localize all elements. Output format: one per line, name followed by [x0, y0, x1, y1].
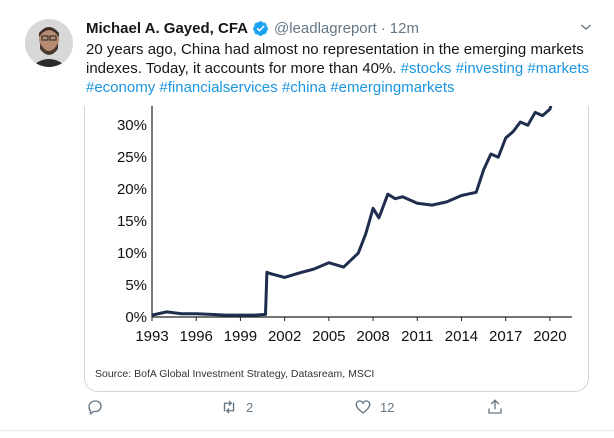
- retweet-count: 2: [246, 399, 254, 415]
- hashtag-markets[interactable]: #markets: [527, 60, 590, 77]
- x-tick-label: 1996: [180, 328, 213, 345]
- x-axis: 1993 1996 1999 2002 2005 2008 2011 2014 2017 2020: [135, 317, 567, 345]
- y-tick-label: 5%: [125, 277, 147, 294]
- y-tick-label: 15%: [117, 213, 147, 230]
- like-count: 12: [380, 399, 395, 415]
- y-tick-label: 0%: [125, 309, 147, 326]
- hashtag-china[interactable]: #china: [281, 79, 327, 96]
- chevron-down-icon[interactable]: [578, 19, 594, 35]
- share-icon: [488, 399, 502, 414]
- x-tick-label: 2002: [268, 328, 301, 345]
- hashtag-economy[interactable]: #economy: [86, 79, 156, 96]
- y-tick-label: 10%: [117, 245, 147, 262]
- x-tick-label: 2011: [401, 328, 433, 345]
- y-tick-label: 20%: [117, 181, 147, 198]
- hashtag-investing[interactable]: #investing: [455, 60, 524, 77]
- hashtag-stocks[interactable]: #stocks: [400, 60, 452, 77]
- avatar-image: [25, 19, 73, 67]
- retweet-button[interactable]: 2: [220, 398, 253, 416]
- tweet-header: Michael A. Gayed, CFA @leadlagreport · 1…: [86, 17, 594, 39]
- like-icon: [355, 400, 371, 414]
- y-tick-label: 30%: [117, 117, 147, 134]
- x-tick-label: 1999: [224, 328, 257, 345]
- plot-area: [151, 106, 553, 317]
- x-tick-label: 2008: [356, 328, 389, 345]
- chart-source-note: Source: BofA Global Investment Strategy,…: [95, 368, 374, 380]
- hashtag-financialservices[interactable]: #financialservices: [159, 79, 278, 96]
- x-tick-label: 2020: [533, 328, 566, 345]
- timestamp[interactable]: 12m: [389, 19, 419, 37]
- x-tick-label: 1993: [135, 328, 168, 345]
- tweet-actions: 2 12: [86, 398, 506, 422]
- y-axis: 0% 5% 10% 15% 20% 25% 30%: [117, 117, 147, 326]
- series-line-china-weight: [151, 106, 553, 317]
- tweet-body: 20 years ago, China had almost no repres…: [86, 41, 584, 77]
- share-button[interactable]: [486, 398, 504, 416]
- divider: [0, 430, 614, 431]
- reply-icon: [88, 400, 102, 416]
- retweet-icon: [223, 400, 235, 414]
- y-tick-label: 25%: [117, 149, 147, 166]
- tweet-text: 20 years ago, China had almost no repres…: [86, 40, 591, 97]
- separator-dot: ·: [380, 19, 386, 37]
- like-button[interactable]: 12: [354, 398, 394, 416]
- x-tick-label: 2017: [489, 328, 522, 345]
- x-tick-label: 2014: [445, 328, 478, 345]
- chart-svg: 0% 5% 10% 15% 20% 25% 30% 1993 1996 1999 2002 2005…: [95, 106, 572, 380]
- tweet-media-chart[interactable]: 0% 5% 10% 15% 20% 25% 30% 1993 1996 1999 2002 2005…: [84, 106, 589, 392]
- x-tick-label: 2005: [312, 328, 345, 345]
- avatar[interactable]: [25, 19, 73, 67]
- reply-button[interactable]: [86, 398, 104, 416]
- author-name[interactable]: Michael A. Gayed, CFA: [86, 19, 248, 37]
- verified-badge-icon: [253, 20, 268, 36]
- author-handle[interactable]: @leadlagreport: [274, 19, 377, 37]
- hashtag-emergingmarkets[interactable]: #emergingmarkets: [330, 79, 455, 96]
